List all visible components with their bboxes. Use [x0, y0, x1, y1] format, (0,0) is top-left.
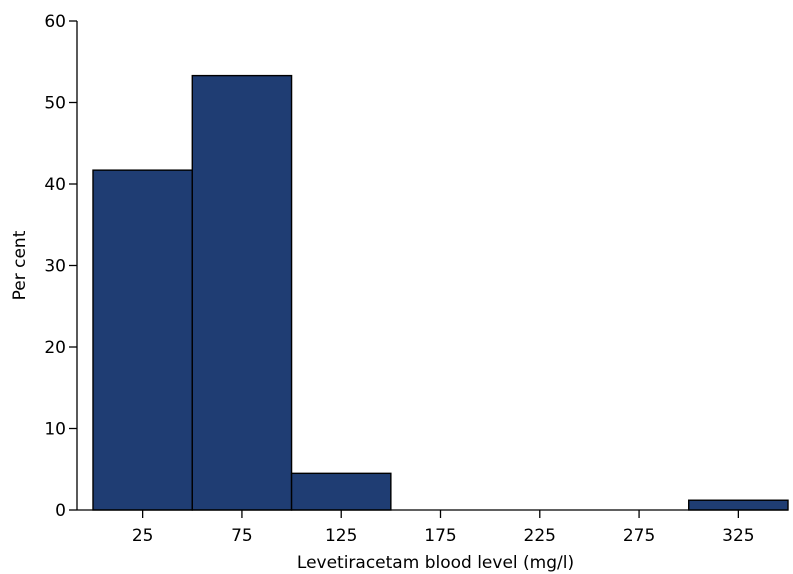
x-tick-label: 175 [424, 526, 456, 546]
x-axis-title: Levetiracetam blood level (mg/l) [297, 553, 574, 573]
y-ticks-group: 0 10 20 30 40 50 60 [44, 12, 77, 521]
y-axis-title: Per cent [10, 230, 30, 300]
y-tick-label: 60 [44, 12, 66, 32]
x-ticks-group: 25 75 125 175 225 275 325 [132, 510, 755, 546]
x-tick-label: 75 [231, 526, 253, 546]
y-tick-label: 20 [44, 338, 66, 358]
y-tick-label: 0 [55, 501, 66, 521]
x-tick-label: 225 [524, 526, 556, 546]
histogram-bar-2 [290, 472, 392, 511]
x-tick-label: 25 [132, 526, 154, 546]
y-tick-label: 30 [44, 257, 66, 277]
histogram-bar-6 [688, 499, 789, 511]
histogram-bar-0 [92, 169, 193, 511]
histogram-bar-1 [191, 74, 293, 511]
x-tick-label: 125 [325, 526, 357, 546]
bars-group [92, 74, 789, 511]
x-tick-label: 325 [722, 526, 754, 546]
y-tick-label: 50 [44, 94, 66, 114]
y-tick-label: 10 [44, 420, 66, 440]
y-tick-label: 40 [44, 175, 66, 195]
x-tick-label: 275 [623, 526, 655, 546]
